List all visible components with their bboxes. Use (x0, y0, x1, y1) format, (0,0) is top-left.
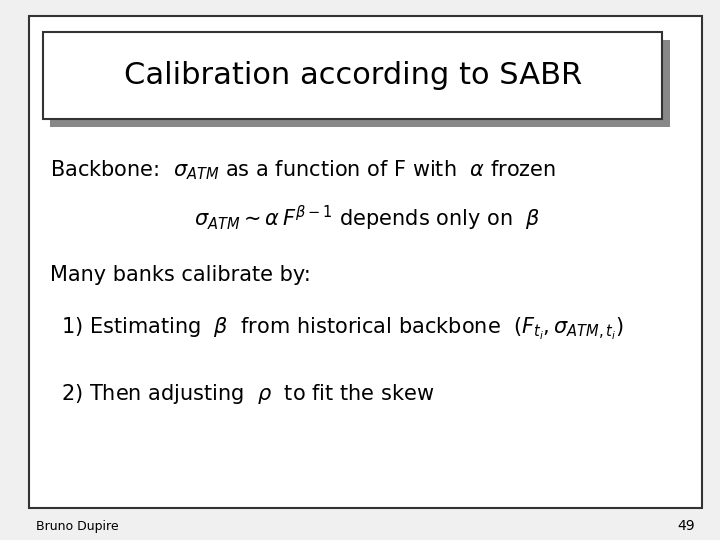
Text: 2) Then adjusting  $\rho$  to fit the skew: 2) Then adjusting $\rho$ to fit the skew (61, 382, 435, 406)
Bar (43, 32, 662, 119)
Text: Backbone:  $\sigma_{ATM}$ as a function of F with  $\alpha$ frozen: Backbone: $\sigma_{ATM}$ as a function o… (50, 158, 557, 182)
Text: $\sigma_{ATM} \sim \alpha \, F^{\beta-1}$ depends only on  $\beta$: $\sigma_{ATM} \sim \alpha \, F^{\beta-1}… (194, 204, 541, 233)
Bar (50, 40, 670, 127)
Text: 1) Estimating  $\beta$  from historical backbone  $(F_{t_i}, \sigma_{ATM,t_i})$: 1) Estimating $\beta$ from historical ba… (61, 316, 624, 342)
Text: Many banks calibrate by:: Many banks calibrate by: (50, 265, 311, 286)
Text: Calibration according to SABR: Calibration according to SABR (124, 61, 582, 90)
Text: 49: 49 (678, 519, 695, 534)
Text: Bruno Dupire: Bruno Dupire (36, 520, 119, 533)
